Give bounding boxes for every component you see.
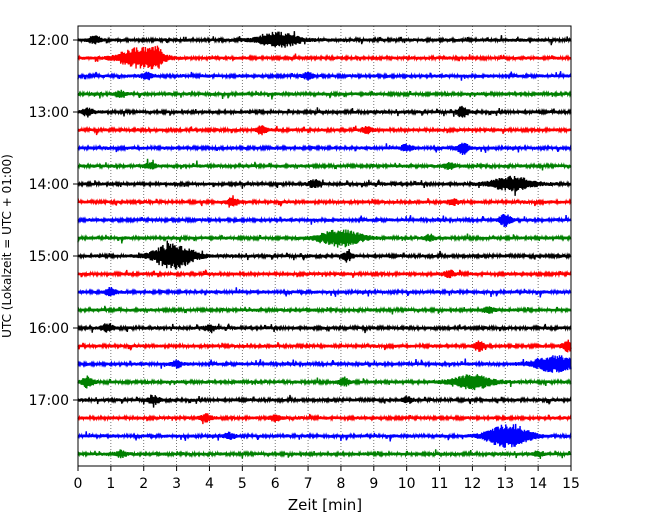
x-tick-label: 7 (304, 476, 313, 492)
trace-1600 (77, 323, 572, 334)
x-tick-label: 5 (238, 476, 247, 492)
x-tick-label: 6 (271, 476, 280, 492)
x-tick-label: 3 (172, 476, 181, 492)
y-tick-label: 12:00 (29, 33, 69, 49)
x-tick-label: 1 (106, 476, 115, 492)
x-tick-label: 12 (463, 476, 481, 492)
x-tick-label: 10 (398, 476, 416, 492)
y-tick-label: 15:00 (29, 249, 69, 265)
trace-1515 (77, 269, 572, 279)
trace-1215 (77, 45, 572, 70)
trace-1200 (77, 31, 572, 48)
trace-1330 (77, 142, 572, 155)
y-tick-label: 17:00 (29, 393, 69, 409)
trace-1315 (77, 125, 572, 136)
trace-1545 (77, 305, 572, 315)
trace-1700 (77, 394, 572, 408)
x-tick-label: 11 (431, 476, 449, 492)
x-tick-label: 4 (205, 476, 214, 492)
x-tick-label: 0 (74, 476, 83, 492)
trace-1345 (77, 158, 572, 171)
trace-1615 (77, 339, 572, 353)
trace-1645 (77, 374, 572, 391)
trace-1400 (77, 175, 572, 196)
plot-frame (77, 25, 572, 467)
x-tick-label: 13 (496, 476, 514, 492)
trace-1630 (77, 355, 572, 373)
trace-1530 (77, 286, 572, 298)
x-tick-label: 8 (336, 476, 345, 492)
y-axis-label: UTC (Lokalzeit = UTC + 01:00) (0, 154, 14, 338)
trace-1715 (77, 413, 572, 425)
y-tick-label: 14:00 (29, 177, 69, 193)
trace-1415 (77, 195, 572, 208)
trace-1430 (77, 213, 572, 228)
trace-1745 (77, 449, 572, 459)
trace-1500 (77, 240, 572, 270)
y-axis: 12:00 13:00 14:00 15:00 16:00 17:00 (29, 33, 78, 409)
x-tick-label: 15 (562, 476, 580, 492)
trace-1300 (77, 105, 572, 118)
trace-1245 (77, 89, 572, 100)
x-tick-label: 14 (529, 476, 547, 492)
y-tick-label: 13:00 (29, 105, 69, 121)
x-axis: 0 1 2 3 4 5 6 7 8 9 10 11 12 13 14 15 (74, 466, 580, 492)
trace-group (77, 31, 572, 459)
x-tick-label: 2 (139, 476, 148, 492)
y-tick-label: 16:00 (29, 321, 69, 337)
trace-1445 (77, 229, 572, 248)
x-axis-label: Zeit [min] (288, 496, 362, 514)
vertical-gridlines (110, 26, 539, 466)
x-tick-label: 9 (369, 476, 378, 492)
trace-1230 (77, 71, 572, 81)
trace-1730 (77, 423, 572, 448)
